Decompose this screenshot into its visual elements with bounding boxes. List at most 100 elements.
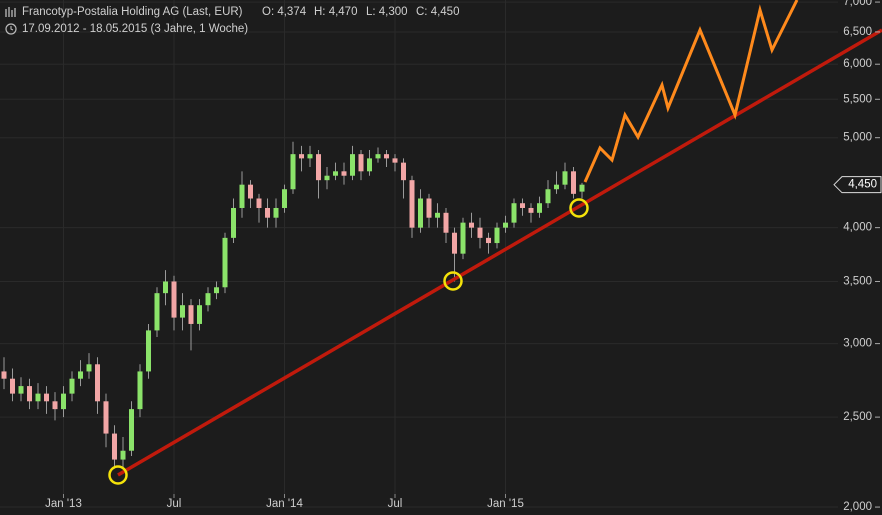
candle-body [443, 212, 449, 233]
candle-body [239, 184, 245, 208]
last-price-label: 4,450 [848, 179, 877, 191]
y-tick-label: 5,500 [843, 93, 872, 105]
candle-body [103, 401, 109, 434]
info-low: L: 4,300 [366, 6, 408, 18]
x-tick-label: Jan '15 [487, 498, 524, 510]
chart-subtitle: 17.09.2012 - 18.05.2015 (3 Jahre, 1 Woch… [22, 23, 248, 35]
candle-body [358, 154, 364, 172]
candle-body [307, 154, 313, 159]
chart-icon [5, 7, 16, 17]
x-tick-label: Jan '13 [45, 498, 82, 510]
candle-body [248, 184, 253, 199]
clock-hand [10, 26, 14, 31]
candle-body [1, 371, 7, 379]
candle-body [120, 450, 126, 460]
y-tick-label: 2,500 [843, 411, 872, 423]
y-tick-label: 3,000 [843, 338, 872, 350]
x-tick-label: Jan '14 [266, 498, 303, 510]
touch-point [108, 465, 128, 485]
info-close: C: 4,450 [416, 6, 459, 18]
candle-body [426, 198, 432, 218]
candle-body [265, 207, 270, 218]
candle-body [197, 305, 202, 324]
y-tick-label: 3,500 [843, 276, 872, 288]
candle-body [579, 184, 585, 192]
x-tick-label: Jul [167, 498, 182, 510]
candle-body [571, 171, 576, 194]
candle-body [435, 212, 440, 218]
candle-body [78, 371, 83, 379]
candle-body [52, 401, 58, 410]
candle-body [154, 293, 160, 331]
candle-body [231, 207, 236, 238]
touch-point [569, 198, 589, 218]
last-price-marker [833, 176, 882, 194]
header: Francotyp-Postalia Holding AG (Last, EUR… [5, 6, 459, 35]
candle-body [180, 305, 185, 318]
candle-body [545, 189, 551, 204]
candle-body [86, 364, 92, 372]
candle-body [350, 154, 355, 176]
candle-body [375, 154, 381, 159]
candle-body [486, 237, 491, 244]
candle-body [341, 171, 347, 176]
candle-body [477, 227, 483, 238]
y-tick-label: 6,500 [843, 26, 872, 38]
candle-body [282, 189, 287, 208]
candle-body [214, 287, 219, 294]
touch-point [443, 271, 463, 291]
candle-body [129, 409, 134, 451]
candle-body [520, 203, 525, 208]
candle-body [188, 305, 194, 324]
candle-body [44, 393, 49, 402]
candle-body [460, 222, 466, 254]
candle-body [69, 378, 75, 394]
y-tick-label: 7,000 [843, 0, 872, 8]
candle-body [418, 198, 423, 228]
candle-body [146, 330, 151, 372]
y-tick-label: 5,000 [843, 132, 872, 144]
candle-body [401, 162, 406, 181]
candle-body [163, 281, 168, 294]
candle-body [316, 154, 321, 181]
candle-body [61, 393, 66, 410]
candle-body [494, 227, 500, 244]
candle-body [299, 154, 304, 159]
candles-layer [1, 141, 585, 469]
candle-body [222, 237, 228, 288]
candle-body [256, 198, 262, 208]
y-axis: 2,000 2,500 3,000 3,500 4,000 5,000 5,500 6,000… [45, 0, 882, 513]
x-tick-label: Jul [388, 498, 403, 510]
candle-body [35, 393, 41, 402]
candle-body [469, 222, 474, 228]
chart-title: Francotyp-Postalia Holding AG (Last, EUR… [22, 6, 243, 18]
candle-body [554, 184, 559, 190]
candle-body [137, 371, 143, 410]
candle-body [171, 281, 177, 318]
candle-body [290, 154, 296, 190]
candle-body [27, 386, 32, 402]
candle-body [205, 293, 211, 306]
candle-body [112, 433, 117, 460]
candle-body [503, 222, 508, 228]
candle-body [409, 180, 415, 228]
candle-body [10, 378, 15, 394]
candle-body [273, 207, 279, 218]
candle-body [324, 175, 330, 181]
candle-body [528, 207, 534, 213]
grid-layer [0, 0, 838, 508]
y-tick-label: 6,000 [843, 58, 872, 70]
candle-body [367, 158, 372, 172]
y-tick-label: 4,000 [843, 222, 872, 234]
candle-body [562, 171, 568, 185]
info-high: H: 4,470 [314, 6, 357, 18]
candle-body [511, 203, 517, 223]
candle-body [333, 171, 338, 176]
clock-icon [5, 23, 17, 35]
candle-body [384, 154, 389, 159]
candle-body [392, 158, 398, 163]
trend-line [117, 28, 882, 477]
candle-body [95, 364, 100, 402]
info-open: O: 4,374 [262, 6, 307, 18]
